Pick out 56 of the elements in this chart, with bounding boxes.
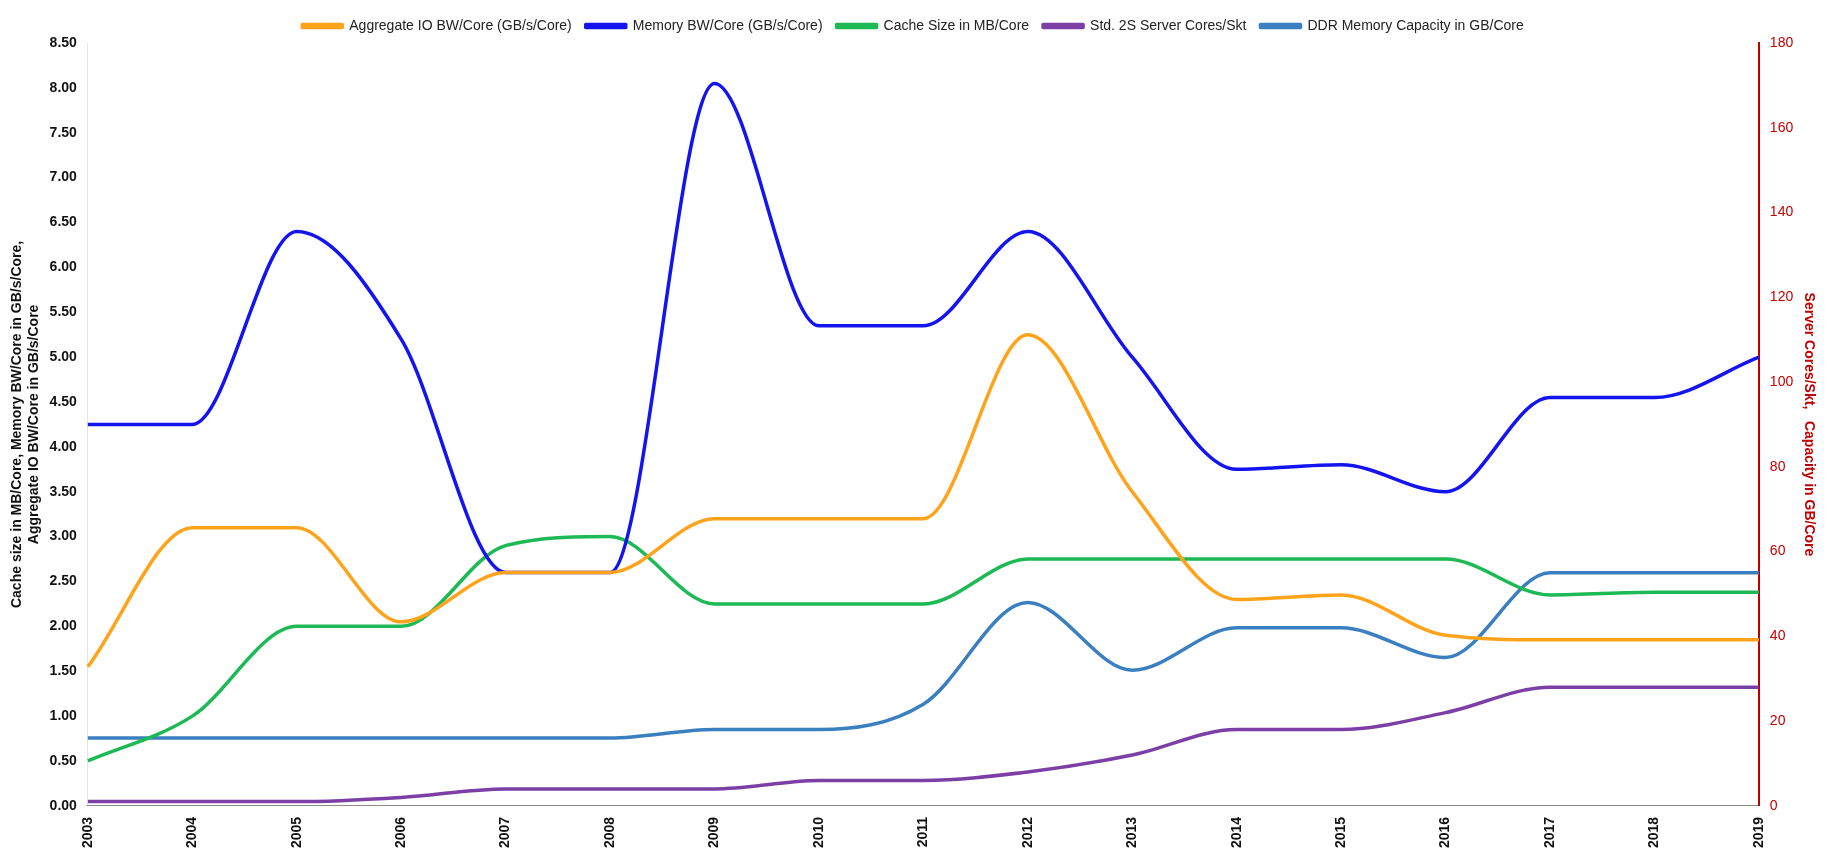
x-tick-label: 2017: [1540, 816, 1557, 849]
y2-axis-title: Server Cores/Skt, Capacity in GB/Core: [1801, 292, 1818, 557]
y-tick-label: 7.50: [49, 123, 78, 140]
y-tick-label: 5.00: [49, 347, 78, 364]
y-tick-label: 6.00: [49, 258, 78, 275]
x-tick-label: 2019: [1749, 816, 1766, 849]
line-series: [86, 685, 1761, 804]
y-tick-label: 8.50: [49, 33, 78, 50]
y2-tick-label: 0: [1769, 796, 1778, 813]
x-tick-label: 2005: [287, 816, 304, 849]
y-tick-label: 1.00: [49, 706, 78, 723]
x-tick-label: 2009: [705, 816, 722, 849]
y-tick-label: 7.00: [49, 168, 78, 185]
line-series: [86, 534, 1761, 763]
x-tick-label: 2018: [1645, 816, 1662, 849]
y-tick-label: 5.50: [49, 303, 78, 320]
y2-tick-label: 120: [1769, 288, 1794, 305]
y2-tick-label: 60: [1769, 542, 1786, 559]
y-tick-label: 2.00: [49, 617, 78, 634]
y-tick-label: 3.50: [49, 482, 78, 499]
legend-label: Aggregate IO BW/Core (GB/s/Core): [349, 16, 572, 33]
x-tick-label: 2010: [809, 816, 826, 849]
y2-tick-label: 100: [1769, 372, 1794, 389]
x-tick-label: 2007: [496, 816, 513, 849]
legend-label: Memory BW/Core (GB/s/Core): [632, 16, 823, 33]
x-tick-label: 2014: [1227, 816, 1244, 849]
x-tick-label: 2016: [1436, 816, 1453, 849]
line-series: [86, 571, 1761, 740]
y-tick-label: 0.00: [49, 796, 78, 813]
y2-tick-label: 180: [1769, 33, 1794, 50]
y-tick-label: 2.50: [49, 572, 78, 589]
x-tick-label: 2006: [392, 816, 409, 849]
y2-tick-label: 40: [1769, 627, 1786, 644]
y-tick-label: 4.50: [49, 392, 78, 409]
x-tick-label: 2003: [78, 816, 95, 849]
y-tick-label: 8.00: [49, 78, 78, 95]
y2-tick-label: 160: [1769, 118, 1794, 135]
y-tick-label: 1.50: [49, 662, 78, 679]
line-series: [86, 332, 1761, 669]
y-tick-label: 6.50: [49, 213, 78, 230]
y-axis-title: Cache size in MB/Core, Memory BW/Core in GB/s/Core, Aggregate IO BW/Core in GB/s/Core: [8, 240, 42, 609]
y-tick-label: 3.00: [49, 527, 78, 544]
x-tick-label: 2004: [183, 816, 200, 849]
x-tick-label: 2015: [1331, 816, 1348, 849]
x-tick-label: 2008: [600, 816, 617, 849]
legend-label: DDR Memory Capacity in GB/Core: [1307, 16, 1524, 33]
x-tick-label: 2012: [1018, 816, 1035, 849]
legend-label: Cache Size in MB/Core: [883, 16, 1030, 33]
y2-tick-label: 140: [1769, 203, 1794, 220]
legend-label: Std. 2S Server Cores/Skt: [1090, 16, 1247, 33]
x-tick-label: 2011: [914, 816, 931, 848]
y-tick-label: 4.00: [49, 437, 78, 454]
y-tick-label: 0.50: [49, 751, 78, 768]
x-tick-label: 2013: [1123, 816, 1140, 849]
y2-tick-label: 20: [1769, 711, 1786, 728]
y2-tick-label: 80: [1769, 457, 1786, 474]
